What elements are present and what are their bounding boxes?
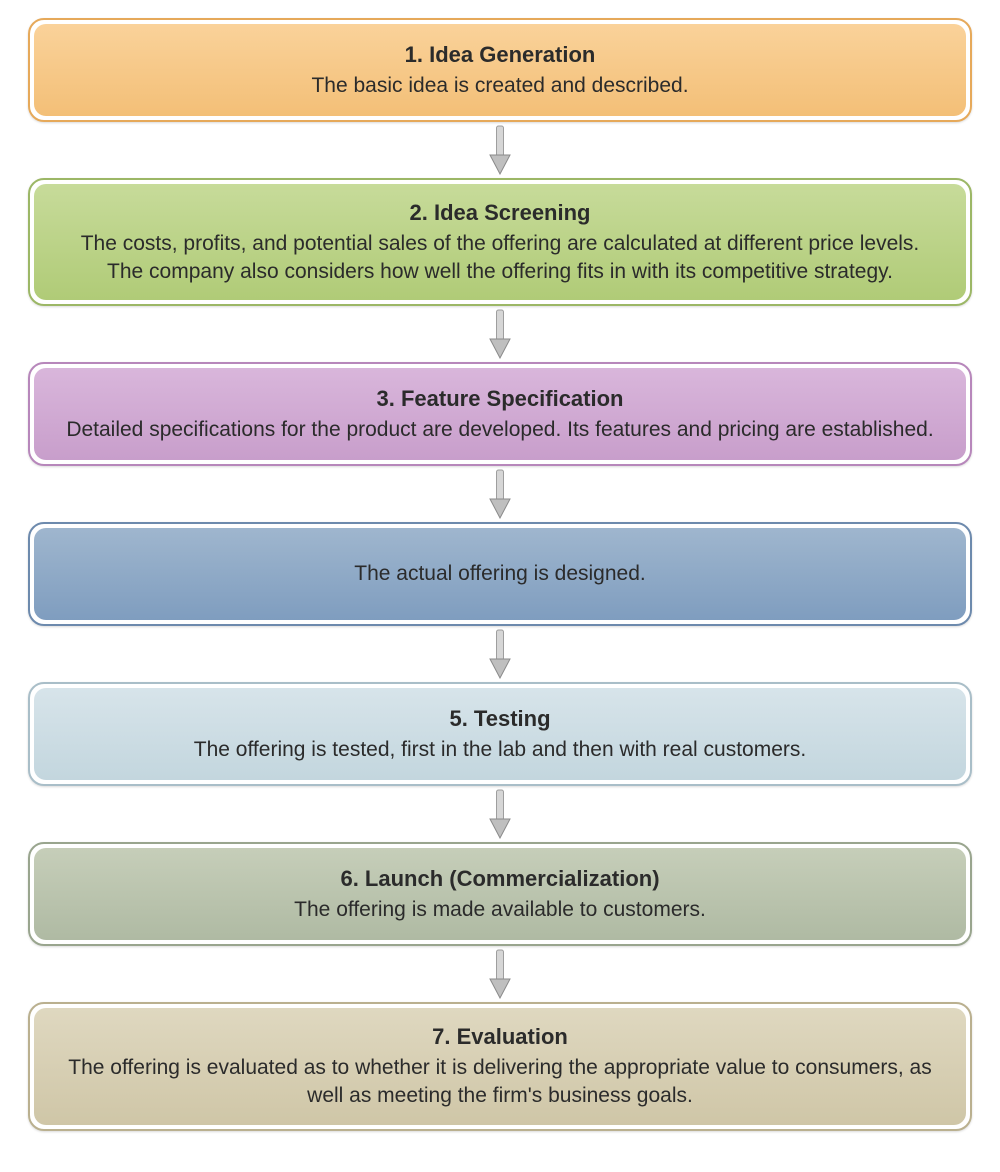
step-title: 6. Launch (Commercialization) bbox=[340, 864, 659, 894]
step-description: The offering is evaluated as to whether … bbox=[60, 1054, 940, 1111]
step-inner: 2. Idea ScreeningThe costs, profits, and… bbox=[34, 184, 966, 300]
arrow-down-icon bbox=[489, 946, 511, 1002]
step-box-4: The actual offering is designed. bbox=[28, 522, 972, 626]
arrow-down-icon bbox=[489, 122, 511, 178]
step-inner: The actual offering is designed. bbox=[34, 528, 966, 620]
step-description: Detailed specifications for the product … bbox=[66, 416, 933, 444]
arrow-down-icon bbox=[489, 466, 511, 522]
step-title: 5. Testing bbox=[449, 704, 550, 734]
step-box-2: 2. Idea ScreeningThe costs, profits, and… bbox=[28, 178, 972, 306]
step-box-7: 7. EvaluationThe offering is evaluated a… bbox=[28, 1002, 972, 1130]
step-description: The offering is made available to custom… bbox=[294, 896, 706, 924]
step-title: 1. Idea Generation bbox=[405, 40, 596, 70]
step-title: 7. Evaluation bbox=[432, 1022, 568, 1052]
step-description: The basic idea is created and described. bbox=[311, 72, 688, 100]
arrow-down-icon bbox=[489, 626, 511, 682]
step-title: 3. Feature Specification bbox=[377, 384, 624, 414]
step-description: The actual offering is designed. bbox=[354, 560, 645, 588]
step-box-5: 5. TestingThe offering is tested, first … bbox=[28, 682, 972, 786]
step-title: 2. Idea Screening bbox=[410, 198, 591, 228]
step-box-1: 1. Idea GenerationThe basic idea is crea… bbox=[28, 18, 972, 122]
step-description: The costs, profits, and potential sales … bbox=[60, 230, 940, 287]
step-box-6: 6. Launch (Commercialization)The offerin… bbox=[28, 842, 972, 946]
step-inner: 7. EvaluationThe offering is evaluated a… bbox=[34, 1008, 966, 1124]
step-inner: 5. TestingThe offering is tested, first … bbox=[34, 688, 966, 780]
arrow-down-icon bbox=[489, 306, 511, 362]
step-inner: 3. Feature SpecificationDetailed specifi… bbox=[34, 368, 966, 460]
step-inner: 6. Launch (Commercialization)The offerin… bbox=[34, 848, 966, 940]
step-inner: 1. Idea GenerationThe basic idea is crea… bbox=[34, 24, 966, 116]
arrow-down-icon bbox=[489, 786, 511, 842]
flowchart-canvas: 1. Idea GenerationThe basic idea is crea… bbox=[0, 0, 1000, 1159]
step-box-3: 3. Feature SpecificationDetailed specifi… bbox=[28, 362, 972, 466]
step-description: The offering is tested, first in the lab… bbox=[194, 736, 806, 764]
